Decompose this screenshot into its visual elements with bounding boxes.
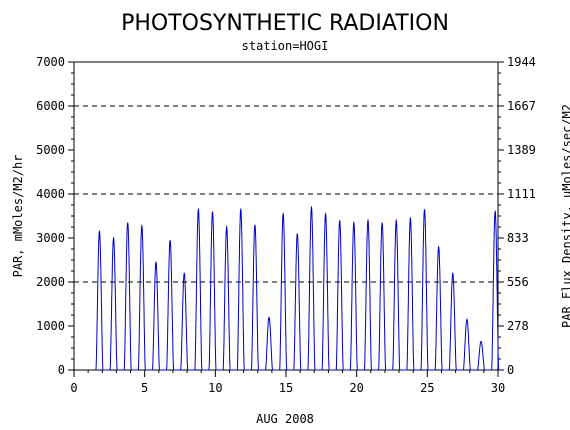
y-axis-label-right: PAR Flux Density, uMoles/sec/M2 (560, 104, 570, 328)
x-tick-label: 5 (141, 381, 148, 395)
x-tick-label: 25 (420, 381, 434, 395)
x-tick-label: 10 (208, 381, 222, 395)
y-tick-label: 1000 (36, 319, 65, 333)
y-right-tick-label: 833 (507, 231, 529, 245)
y-tick-label: 5000 (36, 143, 65, 157)
y-tick-label: 4000 (36, 187, 65, 201)
chart-subtitle: station=HOGI (242, 39, 329, 53)
y-right-tick-label: 1667 (507, 99, 536, 113)
left-axis: 0 1000 2000 3000 4000 5000 6000 7000 (36, 55, 74, 377)
y-tick-label: 7000 (36, 55, 65, 69)
x-tick-label: 15 (279, 381, 293, 395)
x-tick-label: 0 (70, 381, 77, 395)
x-axis: 0 5 10 15 20 25 30 (70, 370, 505, 395)
chart-title: PHOTOSYNTHETIC RADIATION (121, 11, 449, 36)
y-tick-label: 6000 (36, 99, 65, 113)
x-axis-label: AUG 2008 (256, 412, 314, 426)
y-tick-label: 0 (58, 363, 65, 377)
x-tick-label: 20 (349, 381, 363, 395)
grid-lines (74, 105, 498, 283)
y-right-tick-label: 1389 (507, 143, 536, 157)
y-right-tick-label: 0 (507, 363, 514, 377)
y-tick-label: 3000 (36, 231, 65, 245)
y-right-tick-label: 556 (507, 275, 529, 289)
par-series-line (94, 205, 501, 371)
y-right-tick-label: 278 (507, 319, 529, 333)
y-tick-label: 2000 (36, 275, 65, 289)
right-axis: 0 278 556 833 1111 1389 1667 1944 (498, 55, 536, 377)
x-tick-label: 30 (491, 381, 505, 395)
y-axis-label-left: PAR, mMoles/M2/hr (11, 155, 25, 278)
y-right-tick-label: 1111 (507, 187, 536, 201)
y-right-tick-label: 1944 (507, 55, 536, 69)
